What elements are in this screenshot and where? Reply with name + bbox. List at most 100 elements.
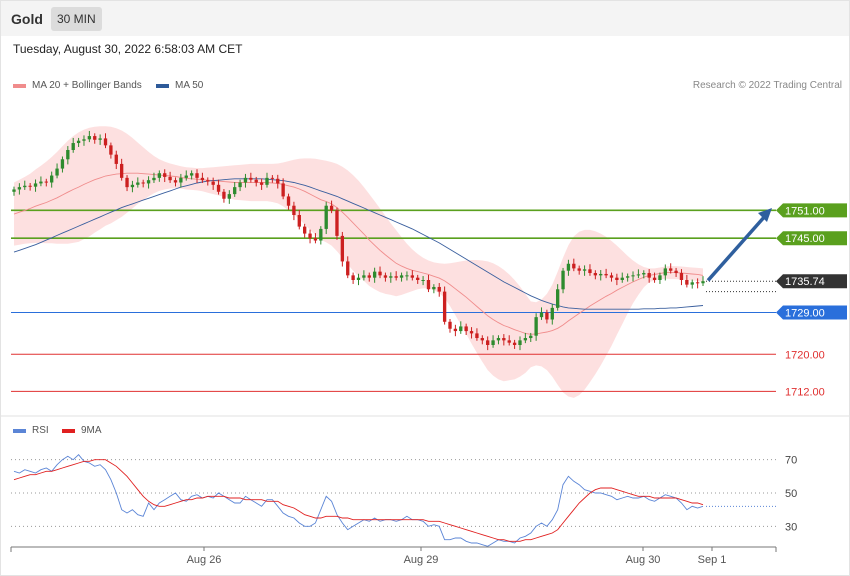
candle-body [378,271,382,276]
candle-body [356,277,361,280]
candle-body [399,275,404,278]
candle-body [480,338,484,341]
candle-body [200,177,205,181]
candle [195,169,199,183]
level-tag-1729.00: 1729.00 [776,305,847,320]
candle [615,273,619,286]
legend-ma50: MA 50 [156,80,203,91]
candle [141,179,145,188]
candle-body [502,338,506,341]
candle [303,223,307,238]
rsi-series-rsi [13,454,704,547]
candle [426,274,431,293]
legend-rsi-swatch [13,428,26,433]
candle [469,327,474,339]
candle [44,178,48,187]
candle [496,335,501,345]
candle [286,193,291,210]
candle-body [189,173,194,176]
candle [695,278,700,289]
candle-body [561,270,565,290]
candle-body [141,182,145,184]
forecast-arrow-head [758,208,772,223]
candle-body [222,191,226,199]
candle-body [297,215,301,227]
candle [98,134,102,145]
candle [297,209,301,230]
candle-body [44,181,48,183]
candle-body [346,261,350,276]
candle-body [281,183,285,197]
level-label: 1745.00 [785,233,825,245]
candle [50,171,54,188]
forecast-arrow-shaft [706,213,768,282]
candle [475,328,479,341]
candle [76,137,81,147]
candle-body [93,136,97,140]
candle-body [292,205,296,215]
candle-body [604,273,608,276]
candle-body [119,163,124,178]
candle-body [50,175,54,183]
candle [669,263,673,274]
candle-body [163,173,167,177]
rsi-tick-50: 50 [785,488,797,500]
candle-body [362,275,366,278]
level-label: 1712.00 [785,386,825,398]
candle [152,172,156,183]
candle-body [609,275,614,278]
candle [222,189,226,203]
candle [604,268,608,279]
candle-body [486,340,490,345]
credit-text: Research © 2022 Trading Central [692,80,842,91]
candle [625,273,630,282]
candle-body [76,140,81,144]
candle-body [636,274,641,276]
candle [238,179,242,192]
candle-body [620,277,624,280]
candle-body [55,168,59,176]
candle [281,178,285,200]
level-tag-1751.00: 1751.00 [776,203,847,218]
timestamp: Tuesday, August 30, 2022 6:58:03 AM CET [13,42,243,56]
candle [523,332,528,344]
level-tag-box [776,231,847,246]
candle [545,309,549,324]
candle [372,267,377,283]
legend-ma20-swatch [13,83,26,88]
x-tick-label: Sep 1 [698,554,727,566]
candle [33,179,38,192]
candle [265,172,269,188]
candle-body [28,185,32,187]
timeframe-badge[interactable]: 30 MIN [51,7,102,31]
candle [71,137,75,153]
candle [512,339,517,349]
ma50-line [13,178,704,310]
candle-body [324,205,328,229]
candle [270,175,275,183]
candle-body [87,136,92,140]
candle [642,270,646,279]
candle-body [383,275,388,278]
candle-body [238,182,242,188]
candle-body [701,281,705,284]
level-label: 1735.74 [785,276,825,288]
candle-body [599,273,603,276]
candle-body [566,263,571,271]
candle [518,336,522,351]
candle-body [669,268,673,271]
candle [163,169,167,183]
candle [243,173,248,188]
candle [529,332,533,342]
candle [491,335,495,348]
level-label: 1720.00 [785,349,825,361]
candle [561,267,565,294]
candle-body [286,196,291,206]
candle [319,226,323,245]
candle [28,182,32,191]
candle-body [130,184,135,188]
candle [82,135,86,146]
candle [502,334,506,346]
candle-body [475,333,479,339]
